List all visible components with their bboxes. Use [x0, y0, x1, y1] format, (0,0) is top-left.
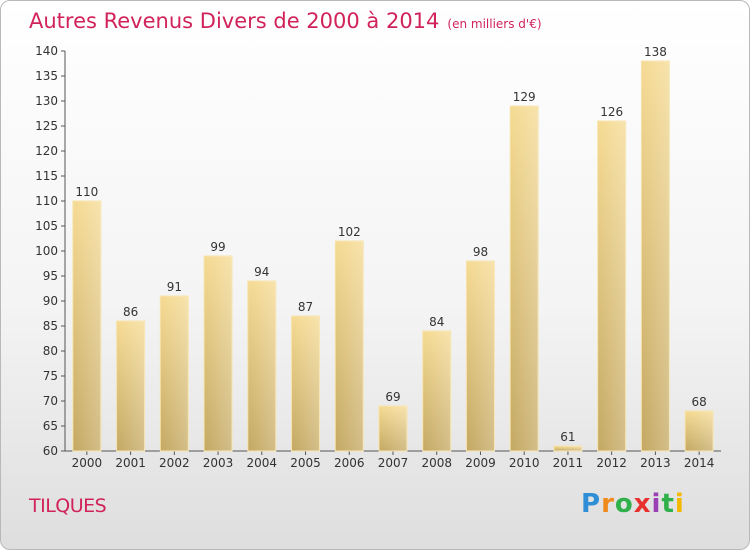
- bar-highlight: [685, 411, 714, 451]
- town-name: TILQUES: [29, 495, 107, 517]
- y-tick-label: 80: [43, 344, 58, 358]
- proxiti-logo: Proxiti: [581, 489, 685, 519]
- data-label: 86: [123, 305, 138, 319]
- y-tick-label: 90: [43, 294, 58, 308]
- data-label: 87: [298, 300, 313, 314]
- data-label: 110: [75, 185, 98, 199]
- data-label: 98: [473, 245, 488, 259]
- logo-letter: r: [601, 489, 615, 519]
- chart-title: Autres Revenus Divers de 2000 à 2014: [29, 9, 440, 33]
- data-label: 91: [167, 280, 182, 294]
- x-tick-label: 2011: [553, 456, 584, 470]
- data-label: 126: [600, 105, 623, 119]
- data-label: 129: [513, 90, 536, 104]
- data-label: 94: [254, 265, 269, 279]
- bar-highlight: [160, 296, 189, 451]
- bar-highlight: [247, 281, 276, 451]
- x-tick-label: 2008: [421, 456, 452, 470]
- data-label: 99: [210, 240, 225, 254]
- bar-highlight: [422, 331, 451, 451]
- logo-letter: P: [581, 489, 602, 519]
- y-tick-label: 65: [43, 419, 58, 433]
- y-tick-label: 60: [43, 444, 58, 458]
- x-tick-label: 2010: [509, 456, 540, 470]
- bar-highlight: [335, 241, 364, 451]
- axes: 60 65 70 75 80 85 90 95 100 105 110 115 120 125 130 135…: [35, 44, 721, 470]
- x-tick-label: 2004: [247, 456, 278, 470]
- x-tick-label: 2005: [290, 456, 321, 470]
- y-tick-label: 100: [35, 244, 58, 258]
- x-tick-label: 2002: [159, 456, 190, 470]
- y-tick-label: 115: [35, 169, 58, 183]
- bar-highlight: [641, 61, 670, 451]
- chart-title-wrap: Autres Revenus Divers de 2000 à 2014 (en …: [29, 9, 542, 33]
- x-tick-label: 2000: [72, 456, 103, 470]
- x-tick-label: 2006: [334, 456, 365, 470]
- data-label: 138: [644, 45, 667, 59]
- bar-highlight: [204, 256, 233, 451]
- bar-highlight: [597, 121, 626, 451]
- bars: [72, 60, 714, 452]
- bar-highlight: [510, 106, 539, 451]
- logo-letter: t: [661, 489, 675, 519]
- bar-highlight: [553, 446, 582, 451]
- bar-highlight: [466, 261, 495, 451]
- y-tick-label: 85: [43, 319, 58, 333]
- y-tick-label: 95: [43, 269, 58, 283]
- x-tick-label: 2009: [465, 456, 496, 470]
- logo-letter: i: [651, 489, 662, 519]
- data-label: 69: [385, 390, 400, 404]
- logo-letter: x: [633, 489, 652, 519]
- data-label: 61: [560, 430, 575, 444]
- x-tick-label: 2007: [378, 456, 409, 470]
- x-tick-label: 2001: [115, 456, 146, 470]
- logo-letter: i: [674, 489, 685, 519]
- x-tick-label: 2013: [640, 456, 671, 470]
- bar-highlight: [379, 406, 407, 451]
- data-labels: 110 86 91 99 94 87 102 69 84 98 129 61 126 138 68: [75, 45, 706, 444]
- y-tick-label: 125: [35, 119, 58, 133]
- y-tick-label: 135: [35, 69, 58, 83]
- x-tick-label: 2003: [203, 456, 234, 470]
- data-label: 84: [429, 315, 444, 329]
- bar-highlight: [72, 201, 101, 451]
- bar-highlight: [291, 316, 320, 451]
- x-tick-label: 2012: [596, 456, 627, 470]
- y-tick-label: 105: [35, 219, 58, 233]
- y-tick-label: 130: [35, 94, 58, 108]
- y-tick-label: 120: [35, 144, 58, 158]
- logo-letter: o: [614, 489, 634, 519]
- chart-subtitle: (en milliers d'€): [447, 17, 542, 31]
- y-tick-label: 110: [35, 194, 58, 208]
- bar-highlight: [116, 321, 145, 451]
- data-label: 102: [338, 225, 361, 239]
- data-label: 68: [691, 395, 706, 409]
- y-tick-label: 70: [43, 394, 58, 408]
- x-tick-label: 2014: [684, 456, 715, 470]
- y-tick-label: 75: [43, 369, 58, 383]
- y-tick-label: 140: [35, 44, 58, 58]
